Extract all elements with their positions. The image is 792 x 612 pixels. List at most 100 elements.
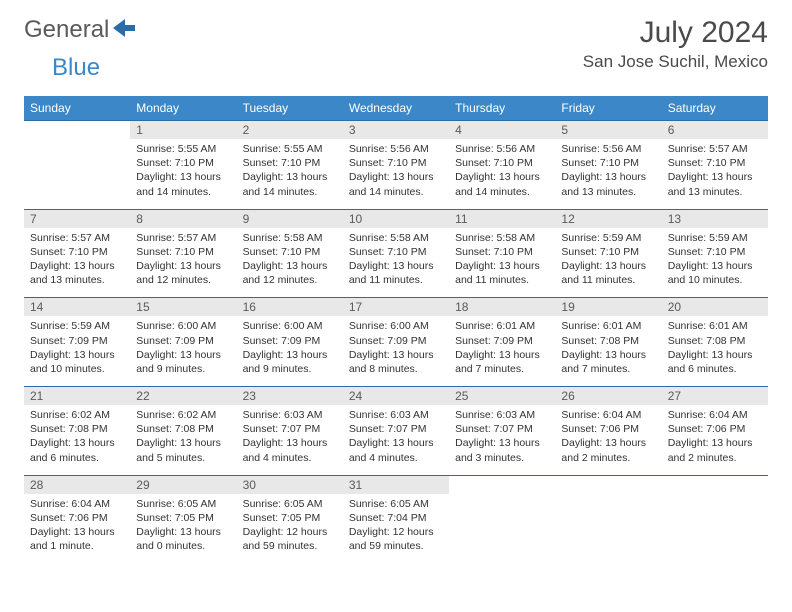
- day-line: Sunrise: 6:03 AM: [243, 408, 337, 422]
- day-body: Sunrise: 6:00 AMSunset: 7:09 PMDaylight:…: [343, 316, 449, 386]
- week-row: 1Sunrise: 5:55 AMSunset: 7:10 PMDaylight…: [24, 121, 768, 210]
- day-number: 6: [662, 121, 768, 139]
- day-body: Sunrise: 6:05 AMSunset: 7:05 PMDaylight:…: [237, 494, 343, 564]
- day-line: and 5 minutes.: [136, 451, 230, 465]
- day-line: Sunrise: 6:04 AM: [668, 408, 762, 422]
- day-cell: 25Sunrise: 6:03 AMSunset: 7:07 PMDayligh…: [449, 387, 555, 476]
- day-number: 3: [343, 121, 449, 139]
- day-line: and 0 minutes.: [136, 539, 230, 553]
- day-body: Sunrise: 6:04 AMSunset: 7:06 PMDaylight:…: [555, 405, 661, 475]
- day-line: Sunset: 7:06 PM: [668, 422, 762, 436]
- day-cell: 23Sunrise: 6:03 AMSunset: 7:07 PMDayligh…: [237, 387, 343, 476]
- day-line: Sunset: 7:08 PM: [136, 422, 230, 436]
- day-line: Sunrise: 5:59 AM: [561, 231, 655, 245]
- day-line: and 10 minutes.: [30, 362, 124, 376]
- day-body: [449, 494, 555, 556]
- day-line: Sunset: 7:10 PM: [30, 245, 124, 259]
- location-text: San Jose Suchil, Mexico: [583, 52, 768, 72]
- day-line: Daylight: 12 hours: [243, 525, 337, 539]
- day-line: Daylight: 13 hours: [243, 259, 337, 273]
- day-line: Daylight: 13 hours: [30, 436, 124, 450]
- day-body: Sunrise: 6:04 AMSunset: 7:06 PMDaylight:…: [24, 494, 130, 564]
- day-line: Daylight: 13 hours: [668, 436, 762, 450]
- day-line: Sunrise: 6:01 AM: [455, 319, 549, 333]
- day-number: 4: [449, 121, 555, 139]
- day-cell: 3Sunrise: 5:56 AMSunset: 7:10 PMDaylight…: [343, 121, 449, 210]
- day-number: 1: [130, 121, 236, 139]
- week-row: 21Sunrise: 6:02 AMSunset: 7:08 PMDayligh…: [24, 387, 768, 476]
- day-line: Sunrise: 5:58 AM: [243, 231, 337, 245]
- day-header-cell: Sunday: [24, 96, 130, 121]
- day-body: [555, 494, 661, 556]
- day-number: 18: [449, 298, 555, 316]
- day-line: Sunrise: 5:58 AM: [349, 231, 443, 245]
- day-body: Sunrise: 6:03 AMSunset: 7:07 PMDaylight:…: [343, 405, 449, 475]
- day-cell: 21 Sunrise: 6:02 AMSunset: 7:08 PMDayligh…: [24, 387, 130, 476]
- day-cell: [449, 475, 555, 563]
- day-line: Sunset: 7:10 PM: [243, 156, 337, 170]
- day-line: Sunrise: 5:56 AM: [455, 142, 549, 156]
- day-body: Sunrise: 5:56 AMSunset: 7:10 PMDaylight:…: [449, 139, 555, 209]
- day-line: and 14 minutes.: [455, 185, 549, 199]
- day-body: Sunrise: 6:02 AMSunset: 7:08 PMDaylight:…: [130, 405, 236, 475]
- calendar-body: 1Sunrise: 5:55 AMSunset: 7:10 PMDaylight…: [24, 121, 768, 564]
- day-line: Sunset: 7:06 PM: [561, 422, 655, 436]
- day-cell: 31Sunrise: 6:05 AMSunset: 7:04 PMDayligh…: [343, 475, 449, 563]
- day-body: Sunrise: 5:59 AMSunset: 7:10 PMDaylight:…: [555, 228, 661, 298]
- day-line: Daylight: 13 hours: [455, 170, 549, 184]
- day-number: 21: [24, 387, 130, 405]
- day-line: Sunset: 7:08 PM: [30, 422, 124, 436]
- day-line: Sunset: 7:05 PM: [243, 511, 337, 525]
- day-number: 27: [662, 387, 768, 405]
- day-body: Sunrise: 5:57 AMSunset: 7:10 PMDaylight:…: [24, 228, 130, 298]
- day-line: Sunset: 7:06 PM: [30, 511, 124, 525]
- day-cell: 20Sunrise: 6:01 AMSunset: 7:08 PMDayligh…: [662, 298, 768, 387]
- day-line: Sunset: 7:09 PM: [30, 334, 124, 348]
- day-line: and 59 minutes.: [243, 539, 337, 553]
- day-line: Daylight: 13 hours: [30, 259, 124, 273]
- day-line: Sunrise: 6:00 AM: [136, 319, 230, 333]
- day-line: Sunrise: 6:00 AM: [243, 319, 337, 333]
- day-line: Sunset: 7:05 PM: [136, 511, 230, 525]
- day-line: Sunset: 7:10 PM: [455, 245, 549, 259]
- day-cell: 7Sunrise: 5:57 AMSunset: 7:10 PMDaylight…: [24, 209, 130, 298]
- day-line: Daylight: 13 hours: [136, 170, 230, 184]
- day-number: 14: [24, 298, 130, 316]
- day-line: Sunset: 7:10 PM: [136, 156, 230, 170]
- day-line: Daylight: 13 hours: [455, 348, 549, 362]
- day-line: Sunset: 7:09 PM: [349, 334, 443, 348]
- day-number: 19: [555, 298, 661, 316]
- day-body: Sunrise: 6:01 AMSunset: 7:09 PMDaylight:…: [449, 316, 555, 386]
- day-line: Sunrise: 6:04 AM: [30, 497, 124, 511]
- day-cell: 19Sunrise: 6:01 AMSunset: 7:08 PMDayligh…: [555, 298, 661, 387]
- day-header-cell: Tuesday: [237, 96, 343, 121]
- day-body: [24, 139, 130, 201]
- day-line: Sunrise: 5:57 AM: [668, 142, 762, 156]
- day-cell: 22Sunrise: 6:02 AMSunset: 7:08 PMDayligh…: [130, 387, 236, 476]
- day-number: [24, 121, 130, 139]
- day-body: Sunrise: 6:00 AMSunset: 7:09 PMDaylight:…: [237, 316, 343, 386]
- day-number: 26: [555, 387, 661, 405]
- day-number: 30: [237, 476, 343, 494]
- day-body: Sunrise: 5:58 AMSunset: 7:10 PMDaylight:…: [449, 228, 555, 298]
- day-cell: 8Sunrise: 5:57 AMSunset: 7:10 PMDaylight…: [130, 209, 236, 298]
- day-line: Sunrise: 6:02 AM: [30, 408, 124, 422]
- day-body: Sunrise: 6:05 AMSunset: 7:05 PMDaylight:…: [130, 494, 236, 564]
- day-line: Daylight: 13 hours: [136, 525, 230, 539]
- day-cell: 16Sunrise: 6:00 AMSunset: 7:09 PMDayligh…: [237, 298, 343, 387]
- day-number: 16: [237, 298, 343, 316]
- day-line: and 7 minutes.: [455, 362, 549, 376]
- logo-text-blue: Blue: [52, 54, 100, 81]
- day-line: and 4 minutes.: [243, 451, 337, 465]
- day-line: and 6 minutes.: [30, 451, 124, 465]
- day-cell: 29Sunrise: 6:05 AMSunset: 7:05 PMDayligh…: [130, 475, 236, 563]
- day-line: and 59 minutes.: [349, 539, 443, 553]
- day-line: Sunset: 7:07 PM: [243, 422, 337, 436]
- day-cell: 15Sunrise: 6:00 AMSunset: 7:09 PMDayligh…: [130, 298, 236, 387]
- day-cell: 14Sunrise: 5:59 AMSunset: 7:09 PMDayligh…: [24, 298, 130, 387]
- day-number: [449, 476, 555, 494]
- day-body: Sunrise: 5:56 AMSunset: 7:10 PMDaylight:…: [555, 139, 661, 209]
- week-row: 7Sunrise: 5:57 AMSunset: 7:10 PMDaylight…: [24, 209, 768, 298]
- day-number: 8: [130, 210, 236, 228]
- day-number: 17: [343, 298, 449, 316]
